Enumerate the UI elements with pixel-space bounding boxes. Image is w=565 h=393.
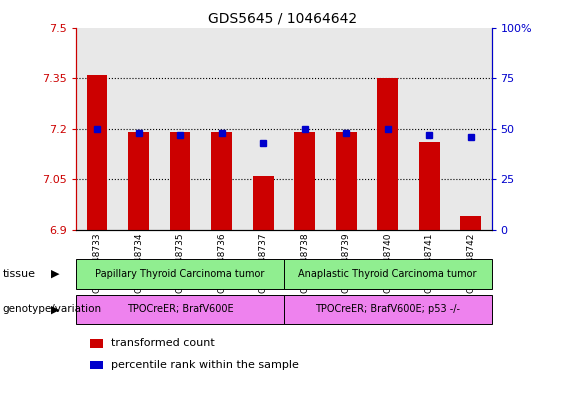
Text: tissue: tissue <box>3 269 36 279</box>
Text: genotype/variation: genotype/variation <box>3 305 102 314</box>
Text: ▶: ▶ <box>51 269 59 279</box>
Bar <box>242 28 284 230</box>
Bar <box>253 176 273 230</box>
Bar <box>419 142 440 230</box>
Bar <box>159 28 201 230</box>
Text: Anaplastic Thyroid Carcinoma tumor: Anaplastic Thyroid Carcinoma tumor <box>298 269 477 279</box>
Bar <box>86 75 107 230</box>
Text: Papillary Thyroid Carcinoma tumor: Papillary Thyroid Carcinoma tumor <box>95 269 265 279</box>
Bar <box>336 132 357 230</box>
Bar <box>201 28 242 230</box>
Text: TPOCreER; BrafV600E; p53 -/-: TPOCreER; BrafV600E; p53 -/- <box>315 305 460 314</box>
Bar <box>128 132 149 230</box>
Text: ▶: ▶ <box>51 305 59 314</box>
Bar <box>76 28 118 230</box>
Bar <box>460 217 481 230</box>
Text: percentile rank within the sample: percentile rank within the sample <box>111 360 299 370</box>
Bar <box>170 132 190 230</box>
Bar <box>408 28 450 230</box>
Bar <box>325 28 367 230</box>
Text: TPOCreER; BrafV600E: TPOCreER; BrafV600E <box>127 305 233 314</box>
Bar <box>377 78 398 230</box>
Bar <box>294 132 315 230</box>
Bar <box>367 28 408 230</box>
Text: GDS5645 / 10464642: GDS5645 / 10464642 <box>208 12 357 26</box>
Bar <box>450 28 492 230</box>
Bar <box>284 28 325 230</box>
Bar <box>211 132 232 230</box>
Bar <box>118 28 159 230</box>
Text: transformed count: transformed count <box>111 338 215 349</box>
